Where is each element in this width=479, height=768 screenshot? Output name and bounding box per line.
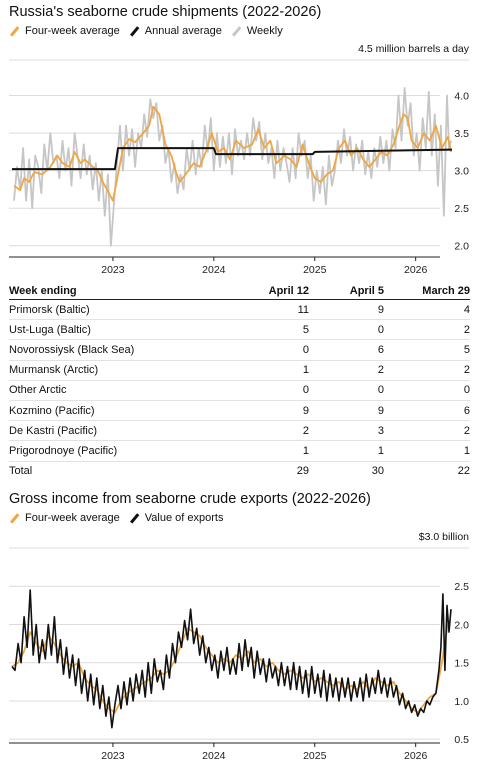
table-row: Prigorodnoye (Pacific) 1 1 1	[9, 440, 470, 462]
ship-count: 3	[309, 420, 384, 442]
col-header-1: April 12	[189, 282, 309, 300]
chart1-legend-swatch-weekly	[231, 25, 241, 37]
ship-count: 6	[309, 339, 384, 361]
chart2-y-tick-label: 1.0	[454, 696, 469, 708]
ship-count: 0	[309, 319, 384, 341]
ship-count: 29	[189, 460, 309, 481]
chart2-y-tick-label: 0.5	[454, 734, 469, 746]
chart1-series-weekly	[13, 87, 452, 247]
chart1-series-four-week-average	[13, 105, 452, 202]
chart1-x-tick-label: 2024	[202, 264, 226, 276]
port-name: Total	[9, 460, 189, 481]
ship-count: 11	[189, 299, 309, 321]
chart2-legend-item-value: Value of exports	[129, 512, 224, 524]
chart1-y-tick-label: 4.0	[454, 91, 469, 103]
ship-count: 5	[189, 319, 309, 341]
ship-count: 5	[384, 339, 470, 361]
table-total-row: Total 29 30 22	[9, 460, 470, 481]
chart1-legend-item-weekly: Weekly	[231, 25, 283, 37]
chart1-unit-label: 4.5 million barrels a day	[358, 43, 470, 55]
chart1-title: Russia's seaborne crude shipments (2022-…	[9, 4, 322, 20]
ship-count: 1	[309, 440, 384, 462]
ship-count: 0	[189, 380, 309, 401]
chart2-legend-label-value: Value of exports	[144, 512, 224, 524]
col-header-3: March 29	[384, 282, 470, 300]
ship-count: 22	[384, 460, 470, 481]
chart2-legend-swatch-avg	[10, 512, 19, 524]
port-name: Ust-Luga (Baltic)	[9, 319, 189, 341]
port-name: Kozmino (Pacific)	[9, 400, 189, 422]
ship-count: 1	[384, 440, 470, 462]
chart1-x-tick-label: 2025	[303, 264, 327, 276]
chart2-y-tick-label: 1.5	[454, 658, 469, 670]
chart2-legend: Four-week average Value of exports	[9, 512, 232, 524]
table-row: Kozmino (Pacific) 9 9 6	[9, 400, 470, 422]
port-name: Novorossiysk (Black Sea)	[9, 339, 189, 361]
chart1-legend-item-avg: Four-week average	[9, 25, 120, 37]
chart1-y-tick-label: 3.5	[454, 128, 469, 140]
ship-count: 1	[189, 360, 309, 381]
chart2-y-tick-label: 2.0	[454, 619, 469, 631]
port-table-body: Primorsk (Baltic) 11 9 4 Ust-Luga (Baltic) 5 0…	[9, 299, 470, 481]
chart2-x-tick-label: 2023	[101, 750, 125, 762]
port-name: Murmansk (Arctic)	[9, 360, 189, 381]
chart2-title: Gross income from seaborne crude exports…	[9, 491, 371, 507]
table-row: De Kastri (Pacific) 2 3 2	[9, 420, 470, 442]
chart1-legend-item-annual: Annual average	[129, 25, 222, 37]
chart1-y-tick-label: 2.0	[454, 241, 469, 253]
port-name: Prigorodnoye (Pacific)	[9, 440, 189, 462]
ship-count: 1	[189, 440, 309, 462]
chart1-y-tick-label: 2.5	[454, 203, 469, 215]
chart1-x-tick-label: 2023	[101, 264, 125, 276]
ship-count: 0	[384, 380, 470, 401]
table-row: Primorsk (Baltic) 11 9 4	[9, 299, 470, 321]
chart1-legend-swatch-annual	[129, 25, 139, 37]
port-name: Other Arctic	[9, 380, 189, 401]
col-header-week: Week ending	[9, 282, 189, 300]
ship-count: 2	[309, 360, 384, 381]
port-name: Primorsk (Baltic)	[9, 299, 189, 321]
ship-count: 9	[309, 400, 384, 422]
col-header-2: April 5	[309, 282, 384, 300]
chart1-plot: 4.5 million barrels a day 2.0 2.5 3.0 3.5 4.0…	[9, 43, 470, 276]
chart1-legend: Four-week average Annual average Weekly	[9, 25, 292, 37]
chart2-legend-item-avg: Four-week average	[9, 512, 120, 524]
port-name: De Kastri (Pacific)	[9, 420, 189, 442]
table-row: Other Arctic 0 0 0	[9, 380, 470, 401]
chart1-y-tick-label: 3.0	[454, 166, 469, 178]
chart2-legend-swatch-value	[129, 512, 139, 524]
ship-count: 0	[189, 339, 309, 361]
chart1-legend-swatch-avg	[10, 25, 19, 37]
chart2-x-tick-label: 2025	[303, 750, 327, 762]
ship-count: 4	[384, 299, 470, 321]
table-row: Ust-Luga (Baltic) 5 0 2	[9, 319, 470, 341]
chart1-legend-label-weekly: Weekly	[246, 25, 283, 37]
chart1-legend-label-annual: Annual average	[144, 25, 222, 37]
ship-count: 9	[309, 299, 384, 321]
chart2-x-tick-label: 2026	[404, 750, 428, 762]
chart2-unit-label: $3.0 billion	[419, 531, 469, 543]
ship-count: 30	[309, 460, 384, 481]
chart2-plot: $3.0 billion 0.5 1.0 1.5 2.0 2.5 2023 2024 2025 2…	[9, 531, 469, 762]
chart1-legend-label-avg: Four-week average	[25, 25, 120, 37]
chart1-series-annual-average	[12, 147, 453, 171]
ship-count: 2	[189, 420, 309, 442]
chart1-x-tick-label: 2026	[404, 264, 428, 276]
table-row: Novorossiysk (Black Sea) 0 6 5	[9, 339, 470, 361]
port-table-header: Week ending April 12 April 5 March 29	[9, 282, 470, 300]
chart2-y-tick-label: 2.5	[454, 581, 469, 593]
ship-count: 2	[384, 319, 470, 341]
ship-count: 2	[384, 360, 470, 381]
ship-count: 6	[384, 400, 470, 422]
chart2-series-value-of-exports	[11, 589, 452, 729]
ship-count: 9	[189, 400, 309, 422]
chart2-legend-label-avg: Four-week average	[25, 512, 120, 524]
table-row: Murmansk (Arctic) 1 2 2	[9, 360, 470, 381]
ship-count: 2	[384, 420, 470, 442]
chart2-x-tick-label: 2024	[202, 750, 226, 762]
port-table: Week ending April 12 April 5 March 29 Pr…	[9, 282, 470, 481]
ship-count: 0	[309, 380, 384, 401]
